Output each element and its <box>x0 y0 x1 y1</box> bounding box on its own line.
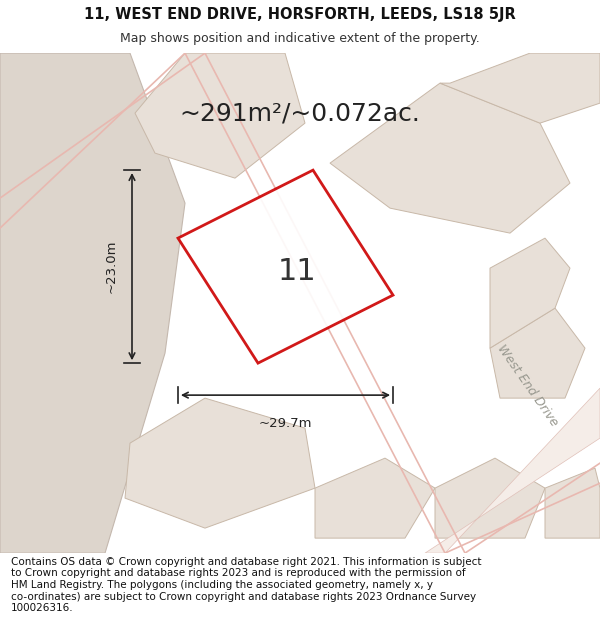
Text: West End Drive: West End Drive <box>495 342 561 428</box>
Polygon shape <box>125 398 315 528</box>
Polygon shape <box>435 458 545 538</box>
Polygon shape <box>315 458 435 538</box>
Text: ~29.7m: ~29.7m <box>259 417 312 430</box>
Polygon shape <box>178 170 393 363</box>
Polygon shape <box>425 388 600 553</box>
Polygon shape <box>135 53 305 178</box>
Polygon shape <box>330 83 570 233</box>
Text: 11, WEST END DRIVE, HORSFORTH, LEEDS, LS18 5JR: 11, WEST END DRIVE, HORSFORTH, LEEDS, LS… <box>84 8 516 22</box>
Text: ~23.0m: ~23.0m <box>105 240 118 293</box>
Text: Contains OS data © Crown copyright and database right 2021. This information is : Contains OS data © Crown copyright and d… <box>11 557 481 613</box>
Text: ~291m²/~0.072ac.: ~291m²/~0.072ac. <box>179 101 421 125</box>
Polygon shape <box>545 468 600 538</box>
Polygon shape <box>490 308 585 398</box>
Polygon shape <box>0 53 185 553</box>
Polygon shape <box>490 238 570 348</box>
Text: 11: 11 <box>278 257 317 286</box>
Text: Map shows position and indicative extent of the property.: Map shows position and indicative extent… <box>120 32 480 45</box>
Polygon shape <box>440 53 600 123</box>
